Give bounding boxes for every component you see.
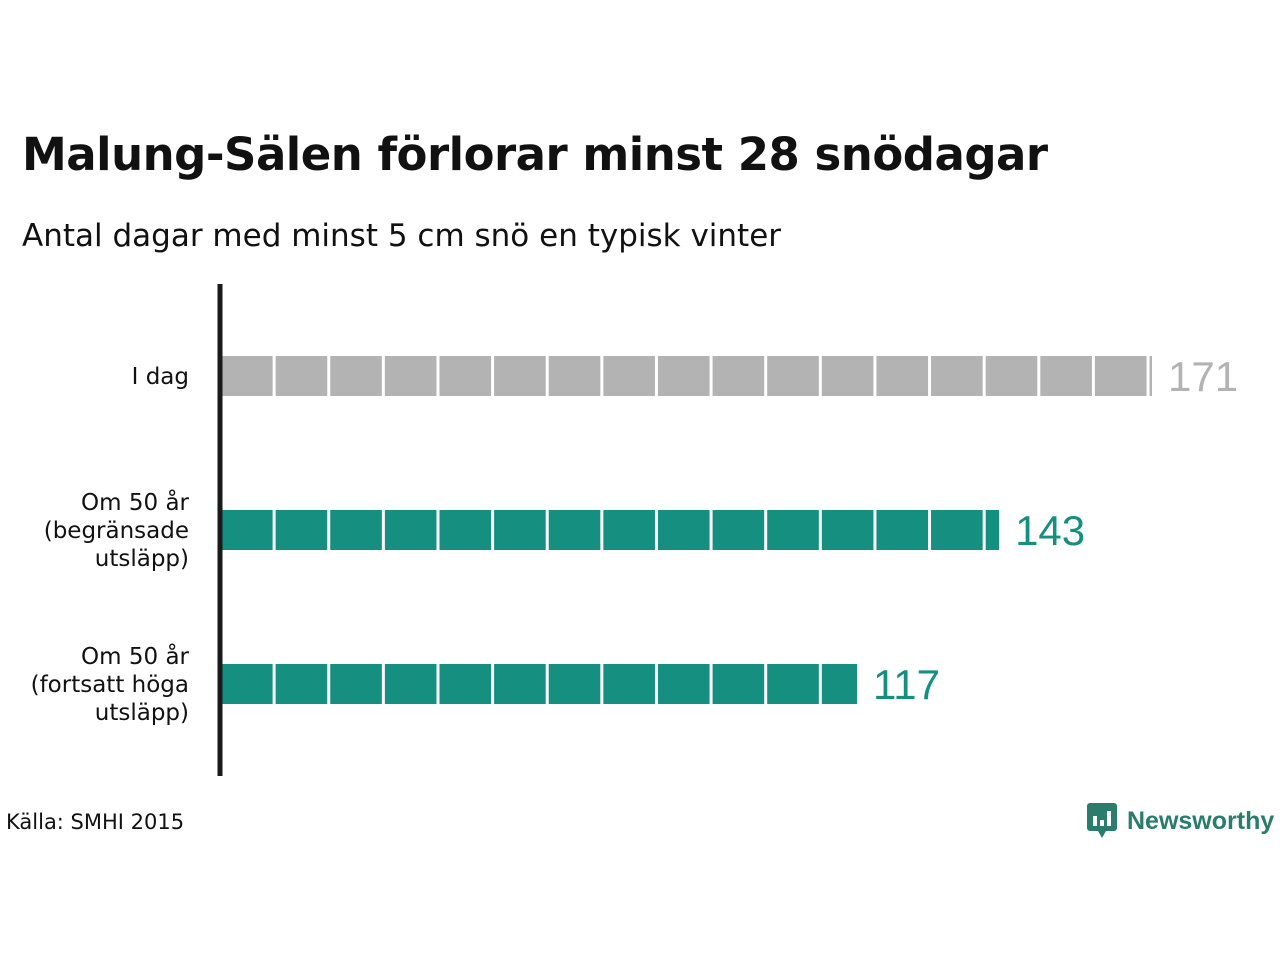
bar-segment xyxy=(712,510,765,550)
bar-segment xyxy=(657,510,710,550)
bar-segment xyxy=(275,510,328,550)
bar-segment xyxy=(275,356,328,396)
bar-segment xyxy=(603,510,655,550)
bar-segment xyxy=(221,356,273,396)
bar-segment xyxy=(876,510,929,550)
bar-segment xyxy=(439,510,492,550)
bar-segment xyxy=(603,664,655,704)
bar-segment xyxy=(767,510,819,550)
bar-segment xyxy=(1040,356,1092,396)
bar-segment xyxy=(548,664,601,704)
bar-segment xyxy=(330,664,382,704)
value-label: 171 xyxy=(1168,353,1238,400)
bar-segment xyxy=(821,356,874,396)
bar-segment xyxy=(384,356,437,396)
bar-segment xyxy=(603,356,655,396)
brand-logo: Newsworthy xyxy=(1087,803,1274,839)
bar-segment xyxy=(330,510,382,550)
category-label: (begränsade xyxy=(44,518,189,544)
bar-segment xyxy=(330,356,382,396)
bar-segment xyxy=(767,664,819,704)
category-label: utsläpp) xyxy=(95,546,189,572)
value-label: 143 xyxy=(1015,507,1085,554)
bar-segment xyxy=(657,664,710,704)
bar-segment xyxy=(712,664,765,704)
bar-segment xyxy=(985,510,1000,550)
bar-segment xyxy=(767,356,819,396)
category-label: utsläpp) xyxy=(95,700,189,726)
bar-segment xyxy=(384,664,437,704)
category-label: Om 50 år xyxy=(81,642,189,670)
newsworthy-logo-icon xyxy=(1087,803,1117,838)
bar-segment xyxy=(821,510,874,550)
bar-segment xyxy=(275,664,328,704)
bar-segment xyxy=(221,664,273,704)
chart-title: Malung-Sälen förlorar minst 28 snödagar xyxy=(22,128,1048,181)
bar-segment xyxy=(494,356,546,396)
category-label: (fortsatt höga xyxy=(31,672,189,698)
category-label: I dag xyxy=(132,364,189,390)
source-note: Källa: SMHI 2015 xyxy=(6,810,185,834)
bar-segment xyxy=(712,356,765,396)
bar-segment xyxy=(876,356,929,396)
bar-segment xyxy=(985,356,1038,396)
category-label: Om 50 år xyxy=(81,488,189,516)
bar-segment xyxy=(221,510,273,550)
bar-segment xyxy=(439,664,492,704)
bar-segment xyxy=(1149,356,1152,396)
bar-segment xyxy=(931,356,983,396)
bar-segment xyxy=(384,510,437,550)
value-label: 117 xyxy=(873,661,940,708)
bar-segment xyxy=(931,510,983,550)
bar-segment xyxy=(548,356,601,396)
bar-segment xyxy=(439,356,492,396)
bar-segment xyxy=(548,510,601,550)
bar-segment xyxy=(657,356,710,396)
chart-subtitle: Antal dagar med minst 5 cm snö en typisk… xyxy=(22,218,782,254)
bar-segment xyxy=(494,664,546,704)
bar-segment xyxy=(821,664,858,704)
brand-name: Newsworthy xyxy=(1127,806,1275,835)
bar-segment xyxy=(494,510,546,550)
bar-segment xyxy=(1094,356,1147,396)
